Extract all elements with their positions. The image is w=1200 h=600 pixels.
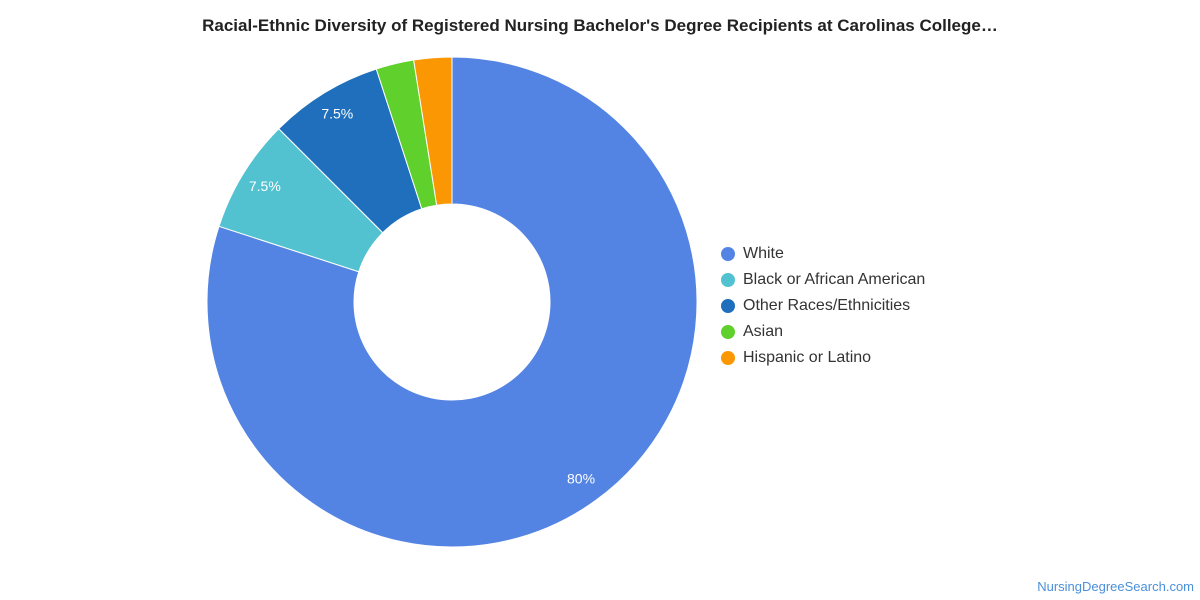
legend-item-white[interactable]: White <box>721 241 925 267</box>
legend-swatch <box>721 247 735 261</box>
slice-label-other-races-ethnicities: 7.5% <box>321 106 353 122</box>
legend-swatch <box>721 273 735 287</box>
legend-item-hispanic-or-latino[interactable]: Hispanic or Latino <box>721 345 925 371</box>
legend-swatch <box>721 299 735 313</box>
slice-label-black-or-african-american: 7.5% <box>249 178 281 194</box>
chart-legend: White Black or African American Other Race… <box>721 241 925 371</box>
legend-label: White <box>743 245 784 262</box>
legend-label: Other Races/Ethnicities <box>743 297 911 314</box>
legend-item-black-or-african-american[interactable]: Black or African American <box>721 267 925 293</box>
chart-title: Racial-Ethnic Diversity of Registered Nu… <box>202 16 998 35</box>
legend-swatch <box>721 325 735 339</box>
legend-label: Black or African American <box>743 271 926 288</box>
source-watermark[interactable]: NursingDegreeSearch.com <box>1037 579 1194 594</box>
legend-item-other-races-ethnicities[interactable]: Other Races/Ethnicities <box>721 293 925 319</box>
slice-white[interactable] <box>206 56 698 548</box>
legend-label: Hispanic or Latino <box>743 349 872 366</box>
legend-swatch <box>721 351 735 365</box>
slice-label-white: 80% <box>567 470 595 486</box>
legend-label: Asian <box>743 323 784 340</box>
legend-item-asian[interactable]: Asian <box>721 319 925 345</box>
slice-hispanic-or-latino[interactable] <box>413 56 453 206</box>
